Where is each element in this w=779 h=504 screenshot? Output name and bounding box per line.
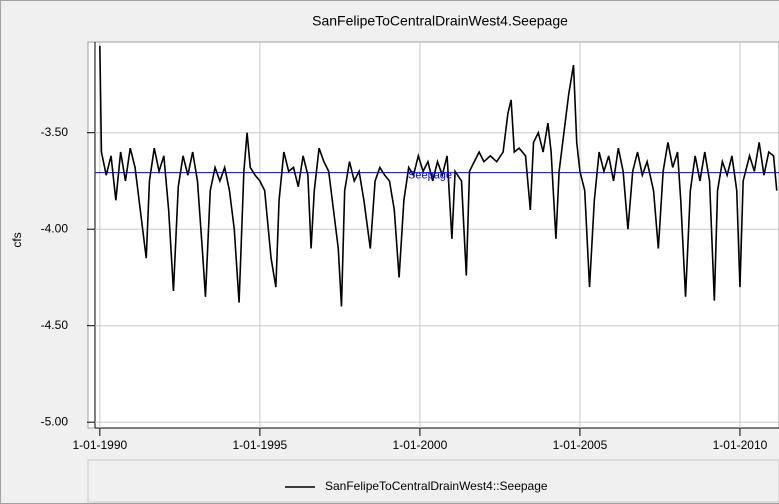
y-tick-label: -4.50	[41, 318, 69, 332]
y-tick-label: -5.00	[41, 414, 69, 428]
y-axis-label: cfs	[10, 232, 24, 247]
x-tick-label: 1-01-1990	[72, 438, 127, 452]
reference-label: Seepage	[408, 170, 452, 182]
y-tick-label: -4.00	[41, 221, 69, 235]
chart-layer: -3.50 -4.00 -4.50 -5.001-01-1990 1-01-1995 1-…	[41, 42, 779, 493]
y-tick-label: -3.50	[41, 125, 69, 139]
x-tick-label: 1-01-2000	[393, 438, 448, 452]
plot-area	[87, 41, 779, 429]
x-tick-label: 1-01-2005	[553, 438, 608, 452]
series-line	[99, 45, 778, 307]
x-tick-label: 1-01-1995	[233, 438, 288, 452]
legend	[87, 459, 779, 503]
legend-label: SanFelipeToCentralDrainWest4::Seepage	[325, 479, 548, 493]
chart-title: SanFelipeToCentralDrainWest4.Seepage	[312, 13, 568, 29]
x-tick-label: 1-01-2010	[713, 438, 768, 452]
